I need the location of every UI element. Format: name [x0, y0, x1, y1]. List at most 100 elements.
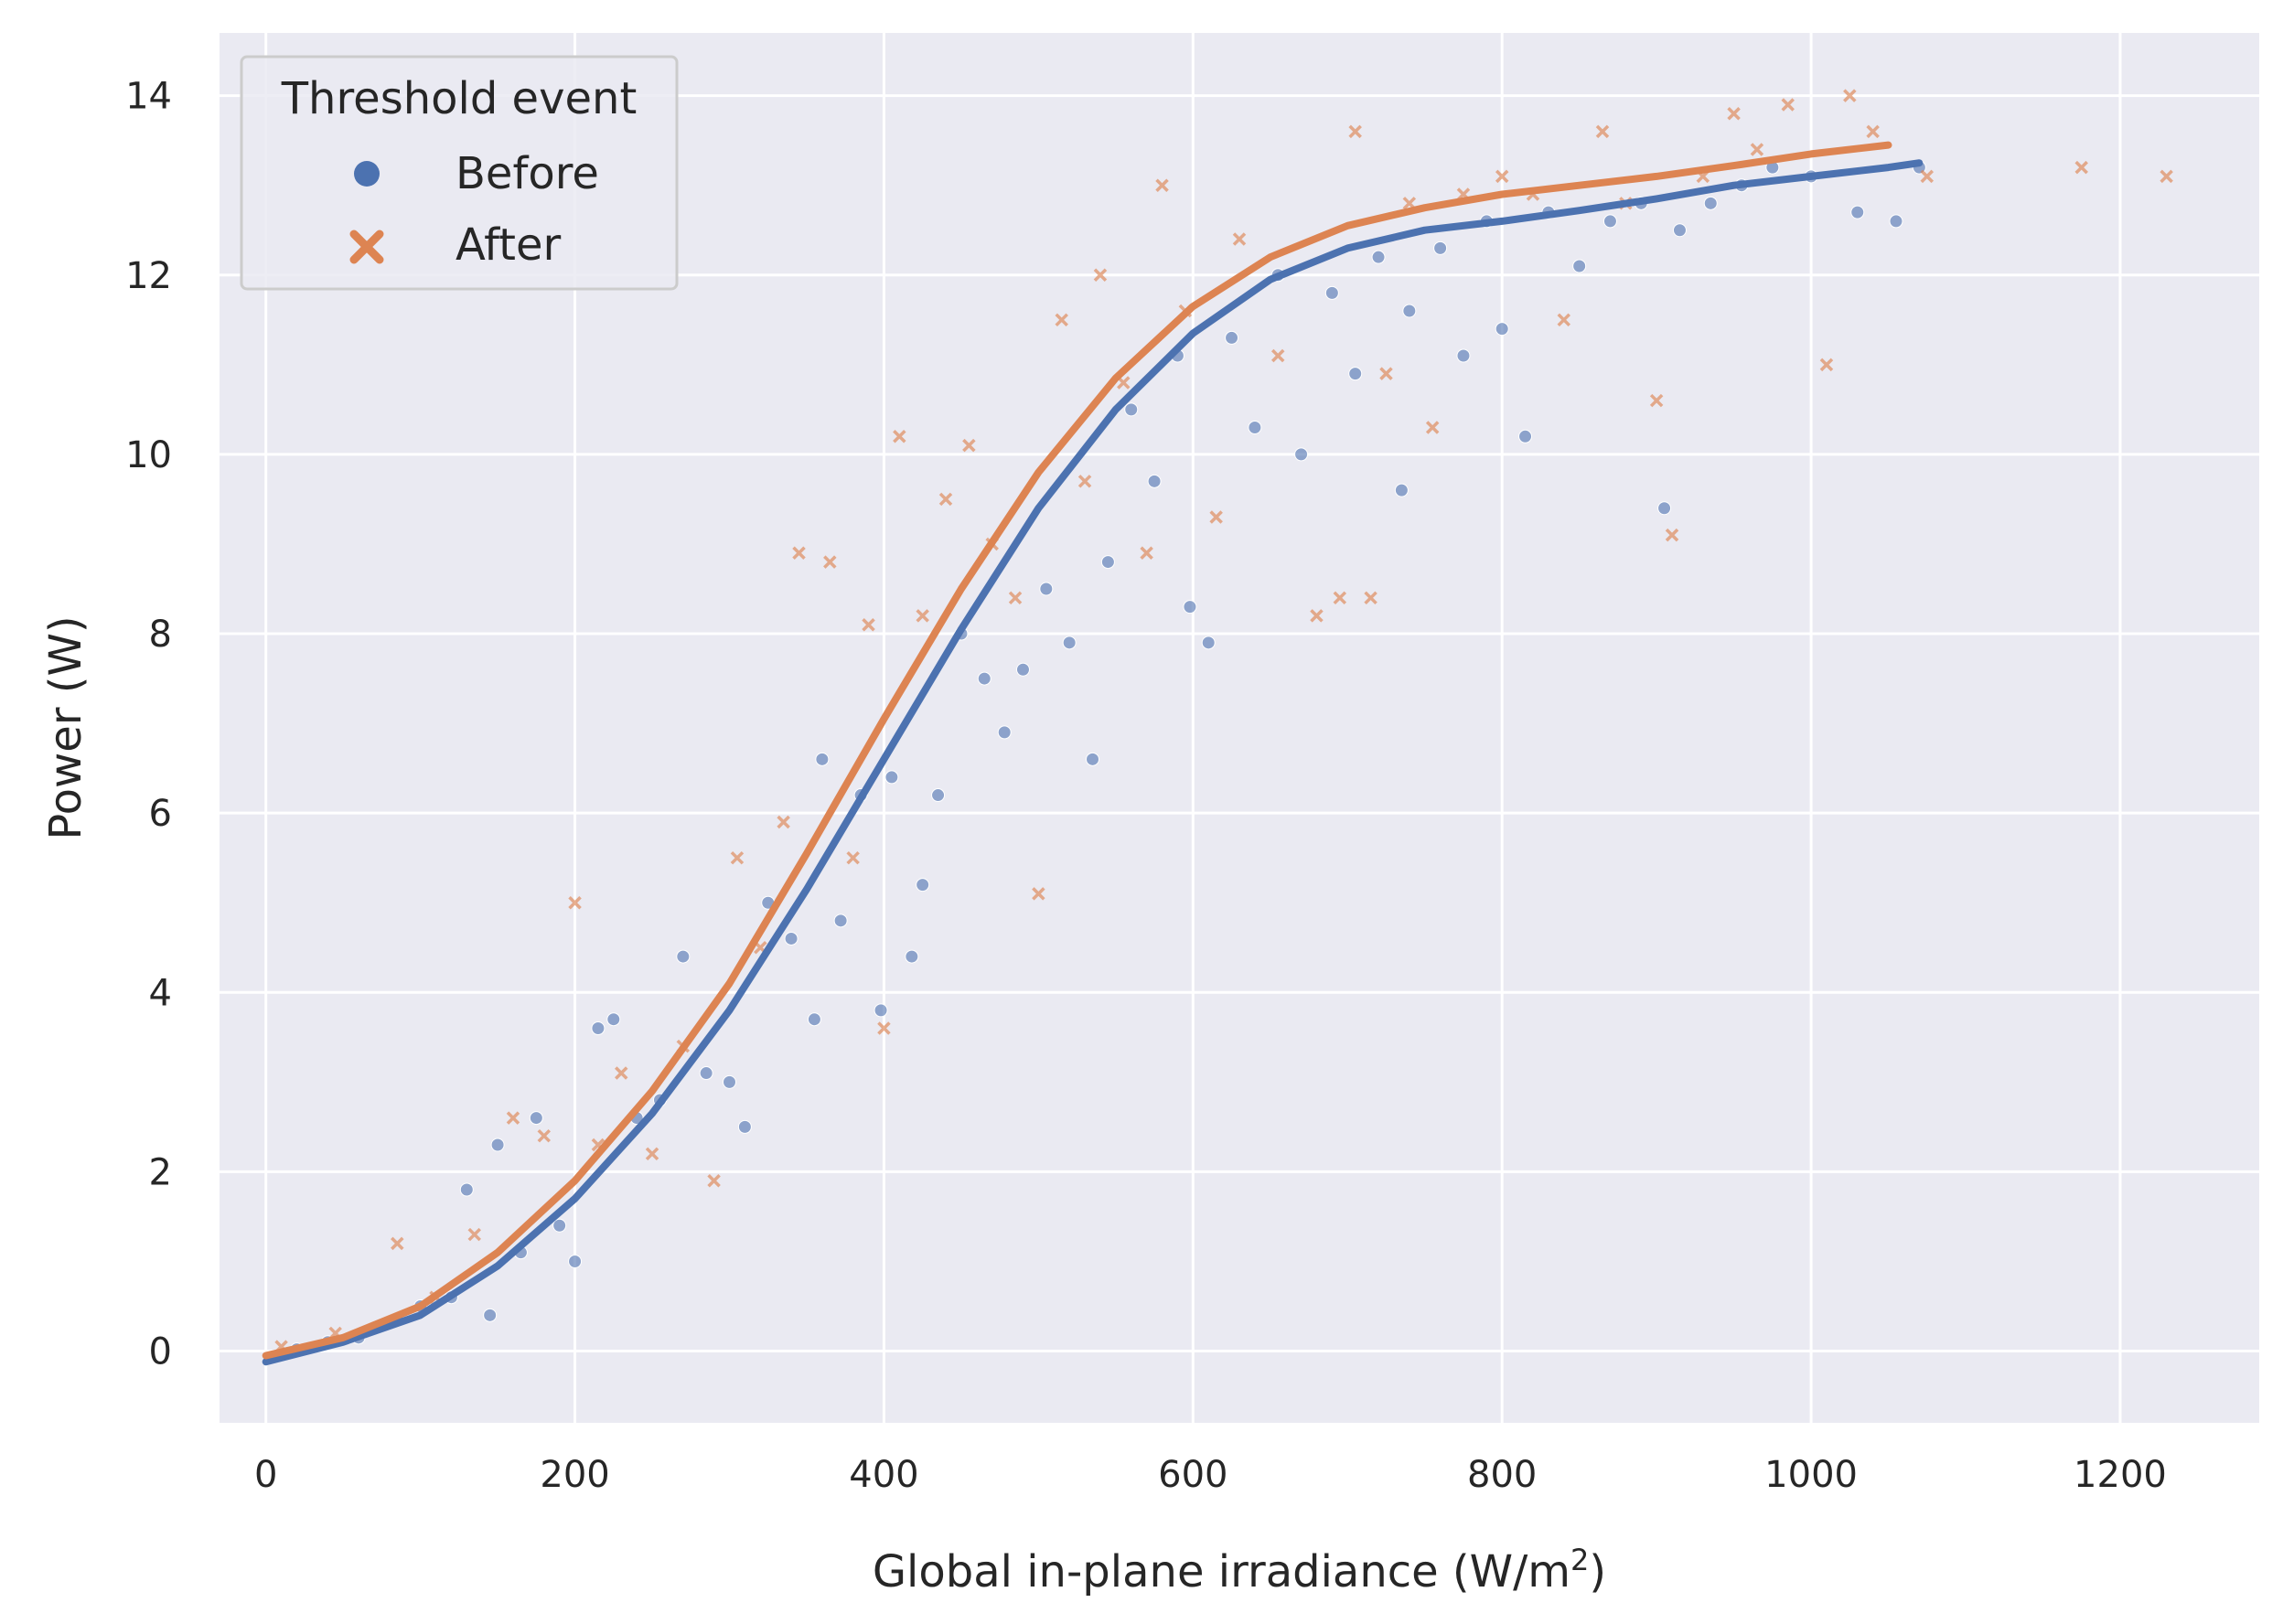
point-after-19 — [862, 617, 875, 632]
point-before-13 — [591, 1021, 606, 1036]
y-tick-label-4: 8 — [149, 614, 172, 656]
point-before-48 — [1294, 447, 1309, 462]
point-after-17 — [823, 555, 837, 569]
point-after-12 — [707, 1173, 721, 1188]
point-after-6 — [537, 1128, 552, 1143]
point-after-29 — [1077, 475, 1092, 488]
point-before-53 — [1402, 304, 1417, 318]
x-tick-label-6: 1200 — [2074, 1454, 2167, 1496]
point-before-10 — [529, 1111, 543, 1126]
point-after-30 — [1093, 268, 1108, 283]
legend-marker-after — [349, 230, 384, 264]
point-after-41 — [1364, 591, 1377, 605]
point-after-38 — [1310, 609, 1324, 623]
point-before-52 — [1394, 483, 1409, 497]
point-after-42 — [1379, 367, 1393, 380]
point-before-8 — [490, 1138, 505, 1152]
x-tick-label-3: 600 — [1158, 1454, 1227, 1496]
point-before-19 — [723, 1074, 736, 1089]
point-before-22 — [784, 931, 799, 946]
fit-curve-before — [262, 159, 1924, 1366]
point-after-15 — [777, 815, 790, 829]
point-after-58 — [1843, 89, 1857, 102]
point-after-9 — [615, 1066, 628, 1080]
point-after-23 — [938, 492, 953, 507]
tick-labels: 0 200 400 600 800 1000 1200 0 2 4 6 8 10 12 14 — [125, 76, 2167, 1496]
point-before-45 — [1225, 330, 1239, 345]
point-after-24 — [962, 438, 976, 453]
point-after-21 — [893, 430, 906, 443]
point-after-56 — [1781, 98, 1795, 112]
point-after-39 — [1333, 591, 1347, 605]
point-before-23 — [807, 1012, 821, 1027]
point-before-33 — [977, 671, 991, 686]
point-before-69 — [1850, 205, 1865, 219]
legend-title: Threshold event — [281, 73, 638, 124]
point-before-18 — [699, 1066, 713, 1081]
point-after-57 — [1819, 358, 1834, 372]
y-axis-label: Power (W) — [40, 615, 91, 839]
point-after-18 — [846, 850, 860, 865]
point-before-27 — [874, 1003, 888, 1018]
point-after-40 — [1348, 124, 1362, 139]
point-before-6 — [459, 1182, 474, 1197]
point-before-61 — [1602, 214, 1617, 229]
y-tick-label-6: 12 — [125, 255, 172, 297]
point-after-61 — [2074, 160, 2088, 175]
point-before-40 — [1124, 402, 1139, 417]
point-before-14 — [606, 1012, 621, 1027]
point-after-49 — [1595, 124, 1610, 139]
x-tick-label-0: 0 — [254, 1454, 277, 1496]
point-after-48 — [1557, 313, 1571, 327]
point-before-20 — [737, 1119, 752, 1134]
point-after-4 — [467, 1227, 481, 1242]
point-after-32 — [1140, 546, 1153, 561]
point-before-38 — [1086, 752, 1100, 766]
point-after-54 — [1727, 107, 1741, 121]
point-after-33 — [1155, 178, 1169, 192]
legend: Threshold event Before After — [240, 55, 679, 291]
point-after-62 — [2160, 169, 2173, 184]
point-after-16 — [792, 546, 806, 561]
point-after-26 — [1008, 591, 1023, 605]
point-after-13 — [730, 850, 745, 865]
point-before-41 — [1147, 474, 1162, 488]
point-after-27 — [1032, 887, 1045, 901]
x-axis-label-close: ) — [1589, 1546, 1606, 1597]
point-after-36 — [1232, 232, 1247, 246]
point-before-17 — [676, 949, 691, 964]
point-before-57 — [1495, 322, 1509, 337]
point-before-70 — [1889, 214, 1903, 229]
x-tick-label-5: 1000 — [1764, 1454, 1858, 1496]
point-before-54 — [1433, 240, 1448, 255]
point-before-51 — [1371, 250, 1386, 264]
point-before-35 — [1015, 662, 1030, 677]
legend-label-after: After — [456, 219, 562, 271]
point-before-39 — [1100, 555, 1115, 570]
point-before-49 — [1324, 285, 1339, 300]
point-before-44 — [1201, 636, 1216, 650]
point-before-34 — [997, 725, 1012, 740]
fit-curves — [262, 141, 1924, 1366]
point-after-2 — [391, 1236, 404, 1251]
point-before-12 — [568, 1254, 583, 1268]
point-after-55 — [1750, 143, 1764, 156]
fit-curve-after — [262, 141, 1892, 1360]
point-after-51 — [1649, 393, 1664, 408]
point-after-52 — [1665, 528, 1679, 542]
point-after-59 — [1866, 124, 1880, 139]
point-before-60 — [1572, 259, 1587, 273]
point-before-64 — [1672, 223, 1687, 238]
point-after-46 — [1495, 169, 1509, 184]
point-before-24 — [815, 752, 830, 766]
point-after-7 — [568, 895, 582, 910]
point-after-37 — [1270, 348, 1285, 363]
point-before-37 — [1062, 636, 1077, 650]
y-tick-label-3: 6 — [149, 793, 172, 835]
point-before-11 — [552, 1218, 567, 1233]
x-tick-label-1: 200 — [540, 1454, 609, 1496]
point-before-63 — [1657, 501, 1672, 516]
y-tick-label-2: 4 — [149, 972, 172, 1014]
point-after-22 — [916, 609, 929, 623]
